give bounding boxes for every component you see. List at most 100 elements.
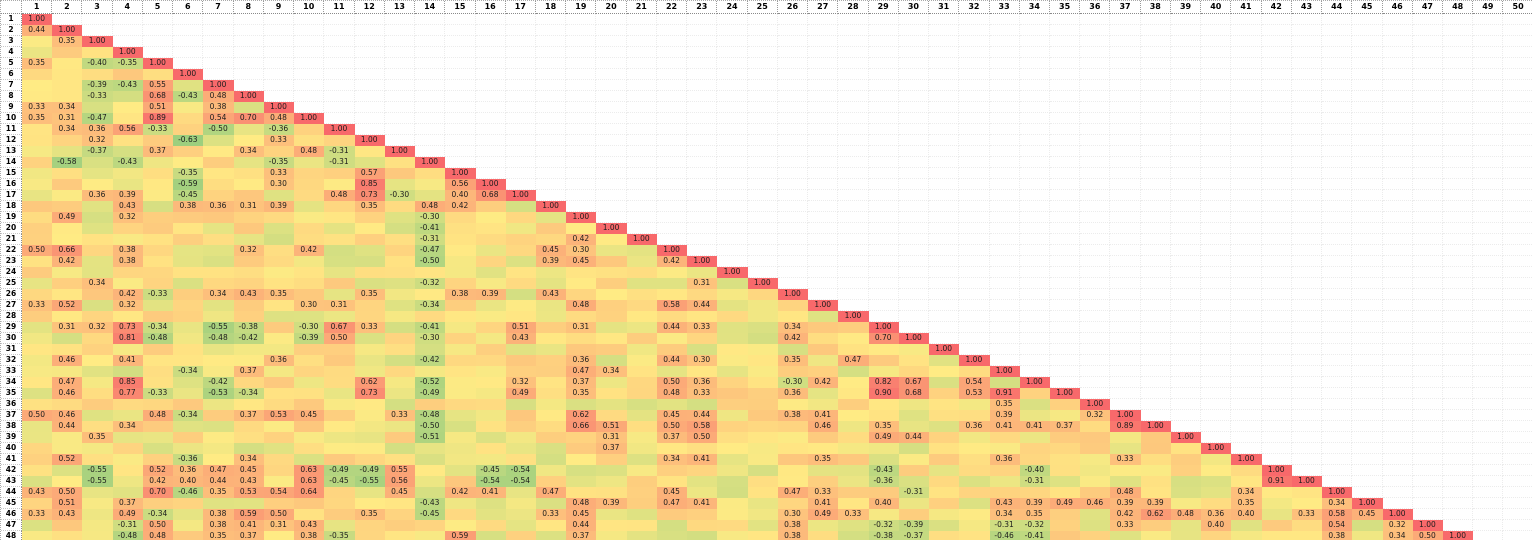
matrix-cell[interactable] <box>52 57 83 69</box>
matrix-cell[interactable] <box>173 398 204 410</box>
matrix-cell[interactable] <box>475 200 506 212</box>
matrix-cell[interactable]: -0.39 <box>898 519 930 531</box>
matrix-cell[interactable] <box>959 530 990 540</box>
matrix-cell[interactable]: 0.62 <box>354 376 385 388</box>
matrix-cell[interactable] <box>1201 453 1232 465</box>
column-header[interactable]: 25 <box>747 1 778 14</box>
row-header[interactable]: 32 <box>1 354 22 366</box>
matrix-cell[interactable]: -0.31 <box>112 519 143 531</box>
matrix-cell[interactable] <box>52 442 83 454</box>
matrix-cell[interactable]: 0.45 <box>656 486 688 498</box>
matrix-cell[interactable]: 0.30 <box>687 354 718 366</box>
matrix-cell[interactable]: 0.39 <box>989 409 1020 421</box>
matrix-cell[interactable] <box>203 244 234 256</box>
matrix-cell[interactable] <box>929 475 960 487</box>
matrix-cell[interactable] <box>626 343 657 355</box>
matrix-cell[interactable]: 0.52 <box>52 299 83 311</box>
matrix-cell[interactable] <box>415 266 446 278</box>
matrix-cell[interactable]: 0.41 <box>112 354 143 366</box>
row-header[interactable]: 11 <box>1 123 22 135</box>
matrix-cell[interactable] <box>142 156 174 168</box>
matrix-cell[interactable] <box>626 277 657 289</box>
matrix-cell[interactable]: 1.00 <box>717 266 748 278</box>
matrix-cell[interactable] <box>535 519 567 531</box>
matrix-cell[interactable] <box>1019 442 1050 454</box>
matrix-cell[interactable]: -0.31 <box>898 486 930 498</box>
matrix-cell[interactable] <box>1140 453 1171 465</box>
matrix-cell[interactable]: 0.43 <box>989 497 1020 509</box>
matrix-cell[interactable]: 0.73 <box>354 189 385 201</box>
matrix-cell[interactable]: 1.00 <box>1201 442 1232 454</box>
matrix-cell[interactable] <box>263 233 295 245</box>
matrix-cell[interactable]: -0.43 <box>415 497 446 509</box>
matrix-cell[interactable] <box>203 255 234 267</box>
matrix-cell[interactable] <box>263 222 295 234</box>
matrix-cell[interactable] <box>203 310 234 322</box>
matrix-cell[interactable] <box>173 79 204 91</box>
matrix-cell[interactable] <box>354 222 385 234</box>
column-header[interactable]: 12 <box>354 1 385 14</box>
matrix-cell[interactable] <box>596 343 627 355</box>
matrix-cell[interactable] <box>475 508 506 520</box>
matrix-cell[interactable] <box>52 189 83 201</box>
matrix-cell[interactable]: 1.00 <box>687 255 718 267</box>
matrix-cell[interactable] <box>384 376 416 388</box>
matrix-cell[interactable]: 0.35 <box>566 387 597 399</box>
matrix-cell[interactable]: 0.43 <box>233 288 264 300</box>
matrix-cell[interactable] <box>656 530 688 540</box>
matrix-cell[interactable] <box>324 442 355 454</box>
matrix-cell[interactable] <box>717 519 748 531</box>
matrix-cell[interactable] <box>1140 431 1171 443</box>
matrix-cell[interactable] <box>596 288 627 300</box>
matrix-cell[interactable] <box>445 211 476 223</box>
matrix-cell[interactable]: 1.00 <box>1443 530 1474 540</box>
matrix-cell[interactable] <box>82 167 113 179</box>
matrix-cell[interactable]: 1.00 <box>1019 376 1050 388</box>
matrix-cell[interactable]: 0.37 <box>142 145 174 157</box>
matrix-cell[interactable]: 0.31 <box>52 112 83 124</box>
matrix-cell[interactable] <box>52 167 83 179</box>
matrix-cell[interactable] <box>475 321 506 333</box>
matrix-cell[interactable] <box>505 343 536 355</box>
matrix-cell[interactable]: -0.49 <box>354 464 385 476</box>
matrix-cell[interactable] <box>112 398 143 410</box>
matrix-cell[interactable]: 0.41 <box>1019 420 1050 432</box>
matrix-cell[interactable] <box>445 343 476 355</box>
matrix-cell[interactable]: 0.58 <box>1322 508 1353 520</box>
matrix-cell[interactable] <box>82 310 113 322</box>
matrix-cell[interactable]: 0.33 <box>808 486 839 498</box>
matrix-cell[interactable]: -0.38 <box>868 530 899 540</box>
matrix-cell[interactable] <box>142 255 174 267</box>
matrix-cell[interactable] <box>717 453 748 465</box>
matrix-cell[interactable] <box>656 508 688 520</box>
matrix-cell[interactable] <box>22 134 53 146</box>
matrix-cell[interactable] <box>1019 486 1050 498</box>
matrix-cell[interactable] <box>384 200 416 212</box>
matrix-cell[interactable] <box>294 255 325 267</box>
matrix-cell[interactable] <box>1170 519 1202 531</box>
matrix-cell[interactable]: 0.32 <box>1080 409 1111 421</box>
matrix-cell[interactable]: 0.48 <box>324 189 355 201</box>
matrix-cell[interactable] <box>384 321 416 333</box>
matrix-cell[interactable]: 1.00 <box>959 354 990 366</box>
matrix-cell[interactable] <box>505 354 536 366</box>
matrix-cell[interactable]: 1.00 <box>1170 431 1202 443</box>
matrix-cell[interactable]: 0.56 <box>384 475 416 487</box>
matrix-cell[interactable] <box>566 332 597 344</box>
matrix-cell[interactable] <box>203 178 234 190</box>
column-header[interactable]: 8 <box>233 1 264 14</box>
matrix-cell[interactable] <box>233 376 264 388</box>
matrix-cell[interactable] <box>535 332 567 344</box>
matrix-cell[interactable]: -0.58 <box>52 156 83 168</box>
matrix-cell[interactable] <box>415 365 446 377</box>
matrix-cell[interactable]: -0.49 <box>415 387 446 399</box>
matrix-cell[interactable] <box>384 156 416 168</box>
matrix-cell[interactable] <box>324 398 355 410</box>
matrix-cell[interactable]: 1.00 <box>173 68 204 80</box>
matrix-cell[interactable] <box>747 431 778 443</box>
matrix-cell[interactable]: 0.54 <box>263 486 295 498</box>
matrix-cell[interactable]: 0.39 <box>112 189 143 201</box>
matrix-cell[interactable] <box>475 233 506 245</box>
matrix-cell[interactable] <box>112 167 143 179</box>
matrix-cell[interactable]: 0.40 <box>1201 519 1232 531</box>
